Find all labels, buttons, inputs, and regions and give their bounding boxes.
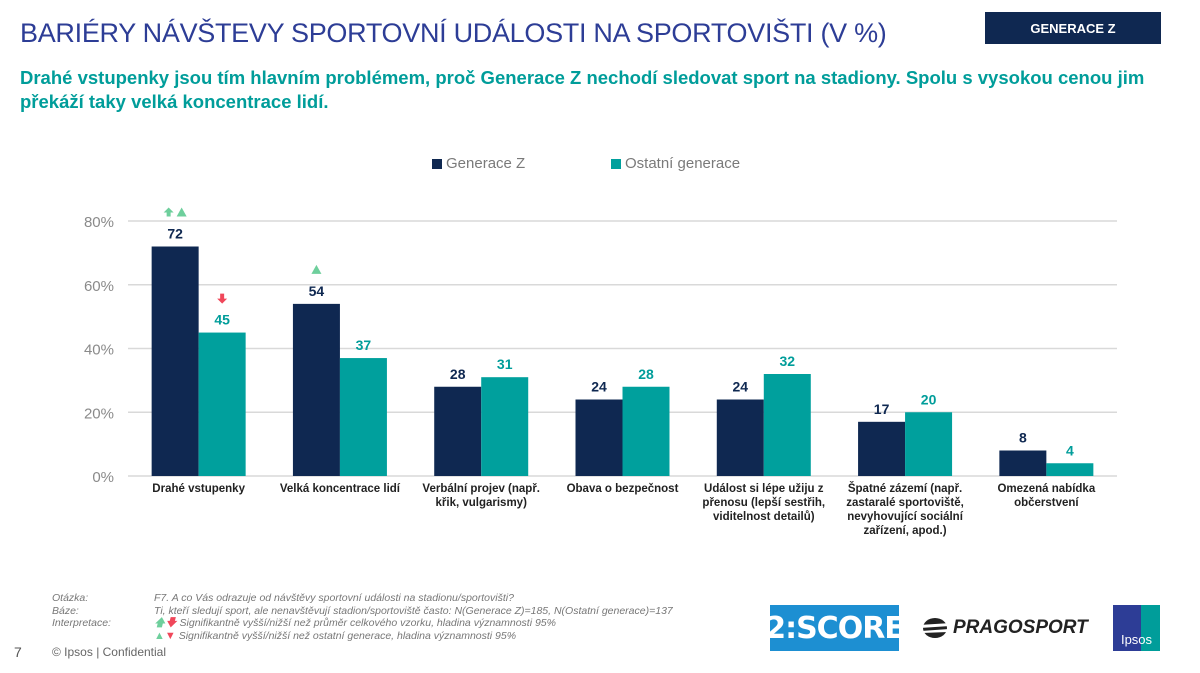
y-tick-label: 80% [84,214,114,231]
legend-item-generace-z: Generace Z [432,155,525,172]
bar-generace-z [858,421,906,476]
footer-notes: Otázka: F7. A co Vás odrazuje od návštěvy… [52,592,673,642]
data-label: 72 [167,226,183,242]
question-text: F7. A co Vás odrazuje od návštěvy sporto… [154,592,514,604]
pragosport-ball-icon [919,618,951,638]
data-label: 28 [450,366,466,382]
data-label: 31 [497,356,513,372]
category-label: Drahé vstupenky [152,483,245,495]
bar-ostatni-generace [905,412,953,476]
page-title: BARIÉRY NÁVŠTEVY SPORTOVNÍ UDÁLOSTI NA S… [20,18,887,48]
bar-ostatni-generace [1046,463,1094,476]
category-label: Omezená nabídka občerstvení [997,483,1096,509]
arrow-down-icon [217,293,228,304]
bar-generace-z [575,399,623,476]
triangle-down-icon: ▼ [164,629,176,642]
category-label: Obava o bezpečnost [566,483,679,495]
bar-ostatni-generace [339,358,387,476]
data-label: 8 [1019,430,1027,446]
y-tick-label: 40% [84,342,114,359]
page-number: 7 [14,644,22,660]
interpretation-label: Interpretace: [52,617,111,629]
page-subtitle: Drahé vstupenky jsou tím hlavním problém… [20,67,1145,112]
y-tick-label: 20% [84,405,114,422]
interpretation-1: Signifikantně vyšší/nižší než průměr cel… [179,617,556,629]
category-label: Verbální projev (např. křik, vulgarismy) [422,483,540,509]
y-tick-label: 60% [84,278,114,295]
bar-generace-z [292,303,340,476]
data-label: 45 [214,312,230,328]
arrow-up-icon [163,207,174,217]
triangle-up-icon [311,264,322,274]
bar-ostatni-generace [622,386,670,476]
category-label: Velká koncentrace lidí [279,483,400,495]
bar-ostatni-generace [763,374,811,476]
segment-badge: GENERACE Z [985,12,1161,44]
pragosport-text: PRAGOSPORT [953,617,1088,638]
data-label: 54 [309,283,325,299]
data-label: 17 [874,401,890,417]
arrow-up-icon: 🡅 [154,617,166,629]
data-label: 28 [638,366,654,382]
logo-pragosport: PRAGOSPORT [917,614,1088,642]
copyright: © Ipsos | Confidential [52,645,167,659]
category-label: Událost si lépe užiju z přenosu (lepší s… [702,483,826,523]
data-label: 37 [356,337,372,353]
legend-label: Ostatní generace [625,155,741,172]
logo-2score: 2:SCORE [765,605,905,651]
base-label: Báze: [52,604,79,617]
data-label: 20 [921,391,937,407]
base-text: Ti, kteří sledují sport, ale nenavštěvuj… [154,604,673,617]
triangle-up-icon [176,207,187,217]
data-label: 24 [732,379,748,395]
logo-ipsos: Ipsos [1113,605,1160,651]
bar-generace-z [716,399,764,476]
data-label: 4 [1066,442,1074,458]
category-label: Špatné zázemí (např. zastaralé sportoviš… [846,483,964,537]
legend-swatch-ostatni-generace [611,158,621,169]
bar-generace-z [434,386,482,476]
y-tick-label: 0% [92,469,114,486]
data-label: 32 [779,353,795,369]
legend-item-ostatni-generace: Ostatní generace [611,155,740,172]
question-label: Otázka: [52,592,89,604]
chart-legend: Generace Z Ostatní generace [0,155,1200,175]
interpretation-2: Signifikantně vyšší/nižší než ostatní ge… [178,629,517,642]
bar-generace-z [151,246,199,476]
legend-swatch-generace-z [432,158,442,169]
legend-label: Generace Z [446,155,526,172]
bar-ostatni-generace [198,332,246,476]
triangle-up-icon: ▲ [154,629,165,642]
arrow-down-icon: 🡇 [165,617,177,629]
bar-ostatni-generace [481,377,529,476]
bar-generace-z [999,450,1047,476]
data-label: 24 [591,379,607,395]
